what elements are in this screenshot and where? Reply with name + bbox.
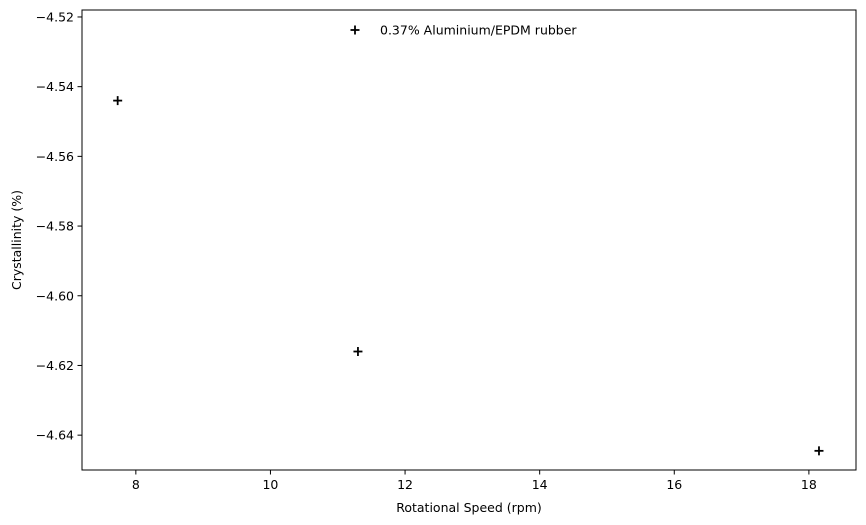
x-tick-label: 18 bbox=[801, 477, 817, 492]
data-point bbox=[353, 347, 363, 357]
x-tick-label: 8 bbox=[132, 477, 140, 492]
y-tick-label: −4.54 bbox=[36, 79, 74, 94]
axis-ticks: 8 10 12 14 16 18 −4.52 −4.54 −4.56 −4.58 −4.60 −4.6… bbox=[36, 9, 817, 492]
x-tick-label: 10 bbox=[262, 477, 278, 492]
y-tick-label: −4.62 bbox=[36, 358, 74, 373]
legend-marker-plus-icon bbox=[350, 25, 360, 35]
y-tick-label: −4.58 bbox=[36, 219, 74, 234]
x-axis-label: Rotational Speed (rpm) bbox=[396, 500, 542, 515]
y-tick-label: −4.60 bbox=[36, 288, 74, 303]
x-tick-label: 16 bbox=[666, 477, 682, 492]
y-tick-label: −4.64 bbox=[36, 428, 74, 443]
y-axis-label: Crystallinity (%) bbox=[9, 190, 24, 290]
x-tick-label: 14 bbox=[532, 477, 548, 492]
legend-plus-marker bbox=[350, 25, 360, 35]
data-points bbox=[113, 96, 824, 456]
legend-label: 0.37% Aluminium/EPDM rubber bbox=[380, 23, 577, 38]
legend: 0.37% Aluminium/EPDM rubber bbox=[350, 23, 577, 38]
y-tick-label: −4.56 bbox=[36, 149, 74, 164]
data-point bbox=[814, 446, 824, 456]
data-point bbox=[113, 96, 123, 106]
plot-frame bbox=[81, 9, 857, 471]
x-tick-label: 12 bbox=[397, 477, 413, 492]
y-tick-label: −4.52 bbox=[36, 9, 74, 24]
